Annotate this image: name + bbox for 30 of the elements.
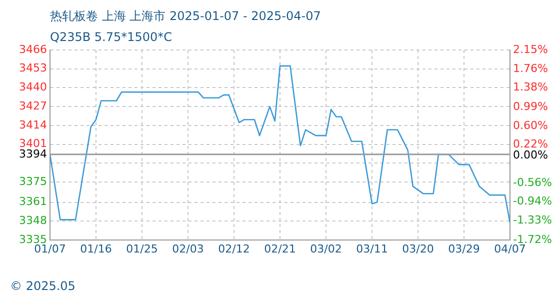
y2-tick-label: 1.76%	[513, 62, 548, 76]
y-tick-label: 3453	[19, 62, 47, 75]
y-tick-label: 3466	[19, 42, 47, 56]
y-tick-label: 3361	[19, 195, 47, 208]
x-tick-label: 03/29	[448, 242, 480, 256]
x-tick-label: 01/16	[80, 242, 112, 256]
x-tick-label: 03/20	[402, 242, 434, 256]
y2-tick-label: 2.15%	[513, 42, 548, 56]
y-tick-label: 3440	[19, 80, 47, 94]
y2-tick-label: -1.33%	[513, 214, 552, 227]
y2-tick-label: 0.00%	[513, 148, 548, 162]
y2-tick-label: -0.94%	[513, 194, 552, 208]
y-tick-label: 3427	[19, 99, 47, 112]
y2-tick-label: -0.56%	[513, 176, 552, 189]
y-tick-label: 3414	[19, 118, 47, 132]
y2-tick-label: 1.38%	[513, 80, 548, 94]
x-tick-label: 01/25	[126, 242, 158, 256]
y-tick-label: 3375	[19, 174, 47, 188]
y-tick-label: 3348	[19, 214, 47, 228]
x-tick-label: 02/03	[172, 242, 204, 256]
text: © 2025.05	[10, 279, 76, 293]
chart-title: 热轧板卷 上海 上海市 2025-01-07 - 2025-04-07	[50, 9, 321, 23]
x-tick-label: 03/02	[310, 242, 342, 256]
y2-tick-label: 0.60%	[513, 118, 548, 132]
x-tick-label: 02/12	[218, 242, 250, 256]
chart-subtitle: Q235B 5.75*1500*C	[50, 30, 172, 44]
x-tick-label: 02/21	[264, 242, 296, 256]
y2-tick-label: 0.99%	[513, 100, 548, 113]
x-tick-label: 03/11	[356, 242, 388, 256]
y2-tick-label: 0.22%	[513, 138, 548, 151]
